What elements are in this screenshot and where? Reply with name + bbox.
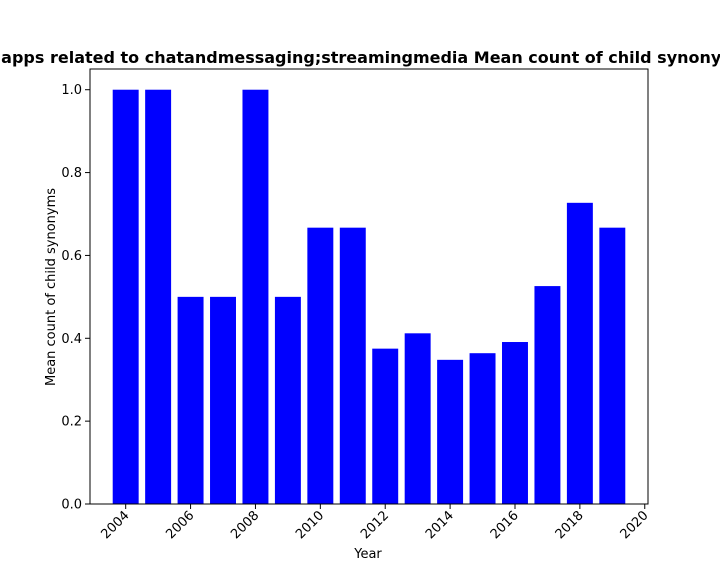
bar-2012 xyxy=(372,348,399,504)
x-tick-label: 2008 xyxy=(228,508,262,542)
bar-2016 xyxy=(502,342,528,504)
plot-frame xyxy=(89,68,649,505)
x-tick-label: 2006 xyxy=(163,508,197,542)
y-tick-label: 0.6 xyxy=(61,249,82,264)
chart-title: Distribution of apps related to chatandm… xyxy=(0,48,720,67)
bar-2014 xyxy=(437,359,464,504)
bar-2011 xyxy=(339,227,366,504)
y-tick-label: 0.4 xyxy=(61,332,82,347)
bar-2017 xyxy=(534,286,561,504)
x-tick-label: 2010 xyxy=(293,508,327,542)
bar-2008 xyxy=(242,89,269,504)
bar-2009 xyxy=(274,296,301,504)
x-axis-label: Year xyxy=(353,547,382,562)
x-tick-label: 2016 xyxy=(488,508,522,542)
bar-2004 xyxy=(112,89,139,504)
bars-group xyxy=(112,89,626,505)
x-tick-label: 2012 xyxy=(358,508,392,542)
bar-2015 xyxy=(469,353,496,504)
bar-2006 xyxy=(177,296,204,504)
x-tick-label: 2018 xyxy=(553,508,587,542)
y-tick-label: 0.2 xyxy=(61,415,82,430)
x-tick-label: 2004 xyxy=(99,508,133,542)
x-tick-label: 2014 xyxy=(423,508,457,542)
y-tick-label: 1.0 xyxy=(61,83,82,98)
bar-2005 xyxy=(145,89,172,504)
x-tick-label: 2020 xyxy=(618,508,652,542)
y-tick-label: 0.8 xyxy=(61,166,82,181)
bar-2010 xyxy=(307,227,334,504)
y-tick-label: 0.0 xyxy=(61,498,82,513)
bar-2007 xyxy=(210,296,236,504)
y-axis-label: Mean count of child synonyms xyxy=(44,188,59,386)
bar-2019 xyxy=(599,227,626,504)
bar-2013 xyxy=(404,333,431,504)
bar-2018 xyxy=(566,202,593,505)
